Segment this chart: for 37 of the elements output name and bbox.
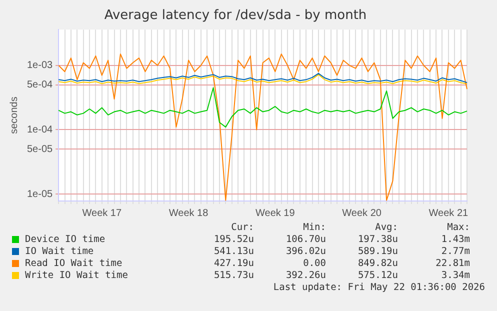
chart-title: Average latency for /dev/sda - by month <box>104 8 367 24</box>
text: 3.34m <box>440 270 470 282</box>
y-tick-label: 1e-04 <box>27 124 54 136</box>
y-tick-label: 1e-05 <box>27 188 54 200</box>
text: 0.00 <box>302 258 326 270</box>
text: 427.19u <box>212 258 254 270</box>
text: 392.26u <box>284 270 326 282</box>
y-tick-label: 1e-03 <box>27 60 54 72</box>
x-tick-label: Week 20 <box>342 208 382 219</box>
legend-label: Write IO Wait time <box>25 270 128 281</box>
y-tick-label: 5e-05 <box>27 144 54 155</box>
text: 396.02u <box>284 246 326 258</box>
text: 541.13u <box>212 246 254 258</box>
text: Max: <box>446 222 470 234</box>
text: 106.70u <box>284 234 326 246</box>
x-tick-label: Week 21 <box>428 208 469 219</box>
text: Last update: Fri May 22 01:36:00 2026 <box>273 282 485 293</box>
legend-label: IO Wait time <box>25 246 94 257</box>
x-tick-label: Week 17 <box>82 208 122 219</box>
text: 195.52u <box>212 234 254 246</box>
x-tick-label: Week 19 <box>256 208 296 219</box>
text: Cur: <box>230 222 254 234</box>
y-axis-title: seconds <box>8 96 20 134</box>
text: 197.38u <box>356 234 398 246</box>
text: 1.43m <box>440 234 470 246</box>
legend-label: Device IO time <box>25 234 106 245</box>
text: 575.12u <box>356 270 398 282</box>
text: 589.19u <box>356 246 398 258</box>
text: 849.82u <box>356 258 398 270</box>
text: Avg: <box>374 222 398 234</box>
text: 2.77m <box>440 246 470 258</box>
legend-label: Read IO Wait time <box>25 258 122 269</box>
y-tick-label: 5e-04 <box>27 80 54 91</box>
text: 22.81m <box>434 258 470 270</box>
text: 515.73u <box>212 270 254 282</box>
text: Min: <box>302 222 326 234</box>
x-tick-label: Week 18 <box>168 208 209 219</box>
